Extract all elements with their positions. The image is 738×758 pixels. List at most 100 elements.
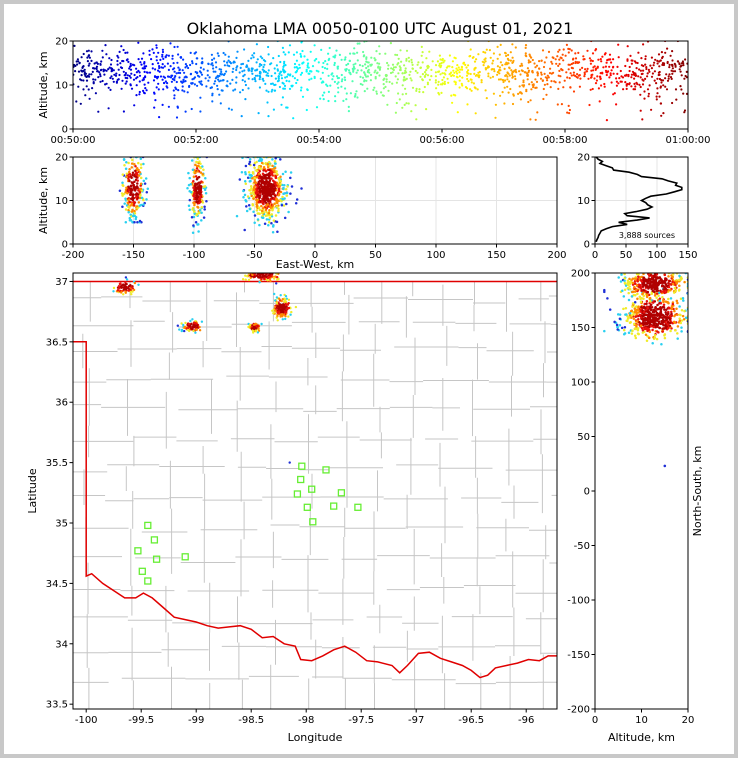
source-point [213,57,216,60]
map-x-tick-label: -97.5 [348,715,374,726]
source-point [241,79,244,82]
source-point [507,62,510,65]
source-point [517,92,520,95]
source-point [379,66,382,69]
source-point [349,92,352,95]
source-point [281,81,284,84]
source-point [227,59,230,62]
source-point [201,172,204,176]
source-point [675,307,678,311]
source-point [420,45,423,49]
source-point [133,162,136,166]
ew-x-tick-label: 150 [487,250,506,261]
source-point [469,88,472,91]
source-point [598,75,602,78]
source-point [299,73,302,76]
source-point [635,305,638,308]
source-point [268,208,271,212]
source-point [91,87,94,90]
source-point [154,99,157,102]
source-point [635,284,639,287]
source-point [664,308,668,311]
source-point [109,63,113,66]
source-point [359,75,362,78]
source-point [253,166,256,170]
source-point [259,76,262,79]
station-marker [308,485,316,493]
source-point [625,87,628,90]
source-point [665,73,668,76]
source-point [203,205,206,208]
county-line-h [73,494,557,503]
source-point [645,294,649,297]
source-point [262,65,265,69]
source-point [270,274,273,278]
source-point [510,69,513,72]
source-point [622,307,625,311]
source-point [442,61,445,64]
source-point [197,212,200,215]
source-point [133,221,136,224]
map-panel-frame [72,272,558,710]
source-point [261,172,265,176]
station-marker [297,475,305,484]
source-point [646,329,649,333]
county-line-h [73,616,557,625]
source-point [395,81,398,84]
source-point [506,75,509,78]
source-point [258,65,261,68]
county-line-v [268,281,277,709]
source-point [673,309,676,313]
source-point [453,56,456,59]
source-point [295,51,298,54]
source-point [391,63,395,66]
source-point [671,101,674,105]
source-point [642,289,646,292]
source-point [603,329,606,333]
source-point [255,204,259,207]
source-point [278,85,281,89]
source-point [122,60,125,63]
source-point [221,89,224,92]
source-point [435,87,438,90]
source-point [315,69,318,72]
source-point [122,192,126,196]
source-point [260,277,263,281]
source-point [244,278,247,281]
source-point [403,64,406,67]
source-point [643,90,646,93]
source-point [354,92,357,96]
source-point [416,71,419,74]
source-point [196,182,199,185]
source-point [644,313,648,317]
source-point [565,43,569,47]
source-point [197,230,200,233]
source-point [143,182,147,185]
source-point [195,328,198,331]
source-point [245,205,248,208]
source-point [80,74,83,77]
source-point [267,182,271,185]
source-point [456,69,459,72]
source-point [558,62,561,66]
source-point [284,295,288,298]
source-point [239,91,242,94]
source-point [616,326,619,329]
source-point [277,189,281,193]
source-point [244,274,247,277]
source-point [125,172,129,175]
source-point [615,80,619,83]
source-point [650,313,653,316]
source-point [132,196,135,200]
source-point [299,52,302,56]
source-point [191,325,195,329]
source-point [185,76,188,79]
source-point [656,87,659,90]
source-point [598,100,601,103]
source-point [275,197,278,200]
source-point [414,69,417,73]
source-point [306,58,309,61]
source-point [110,68,113,71]
source-point [599,77,602,81]
source-point [195,198,198,201]
